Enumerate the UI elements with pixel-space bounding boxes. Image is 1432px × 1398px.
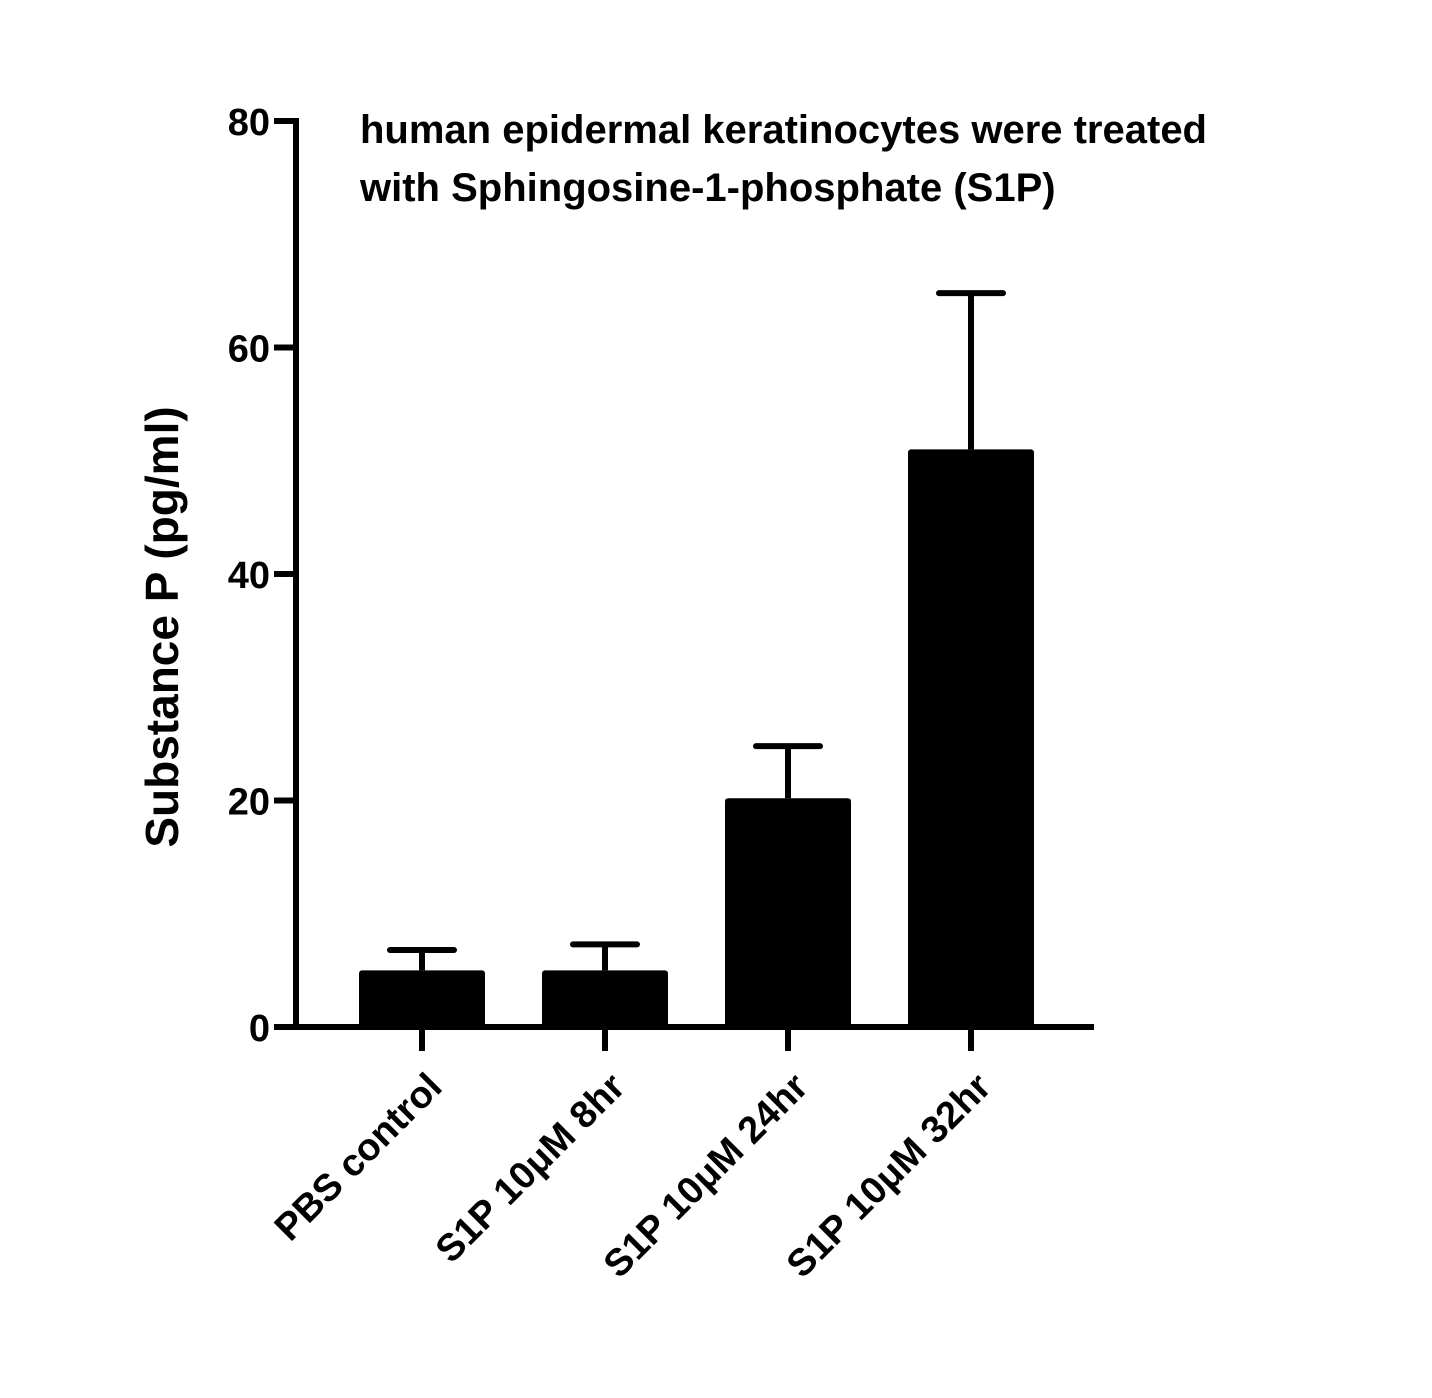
y-tick-label-0: 0 xyxy=(249,1008,270,1050)
y-axis-title: Substance P (pg/ml) xyxy=(136,406,188,847)
y-tick-label-20: 20 xyxy=(228,782,270,824)
bar-1 xyxy=(359,970,485,1027)
chart-title-line-2: with Sphingosine-1-phosphate (S1P) xyxy=(359,166,1056,210)
y-tick-label-40: 40 xyxy=(228,555,270,597)
y-tick-label-80: 80 xyxy=(228,102,270,144)
y-ticks-group: 0 20 40 60 80 xyxy=(228,102,296,1050)
bars-group xyxy=(359,449,1034,1027)
bar-2 xyxy=(542,970,668,1027)
x-tick-label-1: PBS control xyxy=(267,1066,450,1249)
y-tick-label-60: 60 xyxy=(228,329,270,371)
chart-title-line-1: human epidermal keratinocytes were treat… xyxy=(360,108,1207,152)
bar-4 xyxy=(908,449,1034,1027)
error-bars-group xyxy=(387,290,1006,971)
chart-title: human epidermal keratinocytes were treat… xyxy=(359,108,1207,210)
x-tick-label-2: S1P 10μM 8hr xyxy=(428,1066,634,1272)
bar-3 xyxy=(725,798,851,1027)
